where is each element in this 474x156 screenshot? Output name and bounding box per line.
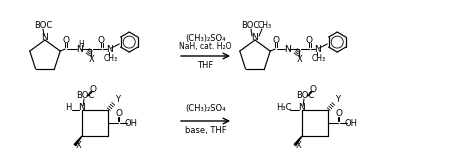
Text: N: N xyxy=(252,34,258,42)
Text: H₃C: H₃C xyxy=(276,103,292,112)
Text: Y: Y xyxy=(116,95,120,105)
Text: CH₃: CH₃ xyxy=(311,54,325,63)
Polygon shape xyxy=(294,136,302,146)
Text: O: O xyxy=(98,36,105,45)
Text: X: X xyxy=(88,55,94,63)
Text: OH: OH xyxy=(345,119,357,127)
Text: BOC: BOC xyxy=(241,22,259,31)
Text: H: H xyxy=(78,40,84,49)
Text: O: O xyxy=(310,85,317,93)
Text: BOC: BOC xyxy=(296,92,314,100)
Text: O: O xyxy=(116,110,122,119)
Text: N: N xyxy=(76,45,82,54)
Text: (CH₃)₂SO₄: (CH₃)₂SO₄ xyxy=(185,103,226,112)
Polygon shape xyxy=(74,136,82,146)
Text: N: N xyxy=(42,34,48,42)
Text: X: X xyxy=(296,55,302,63)
Text: O: O xyxy=(63,36,70,45)
Text: CH₃: CH₃ xyxy=(103,54,117,63)
Text: N: N xyxy=(79,103,85,112)
Text: THF: THF xyxy=(197,61,214,70)
Text: X: X xyxy=(76,141,82,151)
Text: N: N xyxy=(314,45,320,54)
Text: Y: Y xyxy=(336,95,340,105)
Text: O: O xyxy=(90,85,97,93)
Text: CH₃: CH₃ xyxy=(258,22,272,31)
Text: N: N xyxy=(299,103,305,112)
Text: BOC: BOC xyxy=(76,92,94,100)
Text: O: O xyxy=(306,36,313,45)
Text: X: X xyxy=(296,141,302,151)
Text: N: N xyxy=(106,45,113,54)
Text: O: O xyxy=(273,36,280,45)
Text: NaH, cat. H₂O: NaH, cat. H₂O xyxy=(179,42,232,51)
Text: BOC: BOC xyxy=(34,22,52,31)
Text: (CH₃)₂SO₄: (CH₃)₂SO₄ xyxy=(185,34,226,42)
Text: base, THF: base, THF xyxy=(185,125,226,134)
Text: N: N xyxy=(284,45,291,54)
Text: OH: OH xyxy=(125,119,137,127)
Text: O: O xyxy=(336,110,343,119)
Text: H: H xyxy=(65,103,71,112)
